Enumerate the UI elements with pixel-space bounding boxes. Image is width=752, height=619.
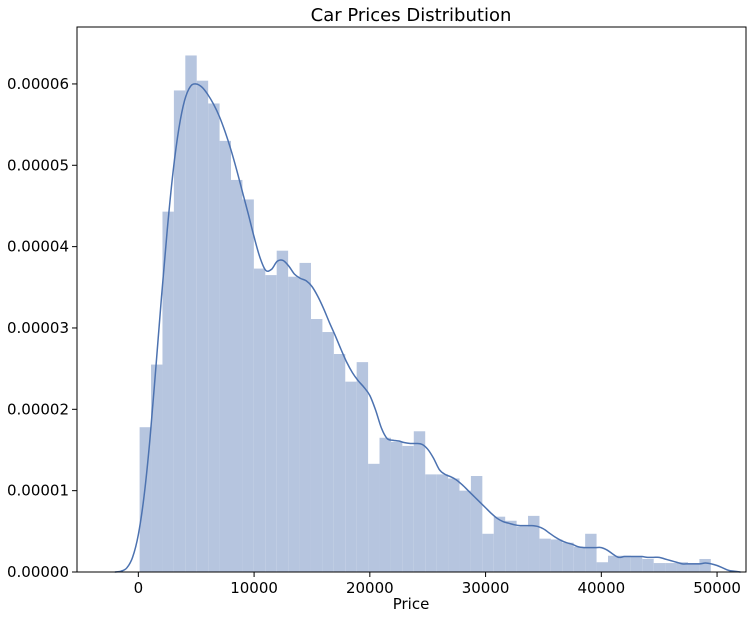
histogram-bar xyxy=(345,381,357,572)
histogram-bar xyxy=(528,515,540,572)
x-tick-label: 10000 xyxy=(230,579,278,597)
x-tick-label: 50000 xyxy=(693,579,741,597)
histogram-bar xyxy=(333,354,346,572)
histogram-bar xyxy=(425,474,437,572)
y-tick-label: 0.00004 xyxy=(7,238,69,256)
histogram-bar xyxy=(608,555,620,572)
histogram-bar xyxy=(162,211,174,572)
y-axis: 0.00000 0.00001 0.00002 0.00003 0.00004 0.000… xyxy=(7,75,77,581)
plot-frame xyxy=(76,26,747,573)
histogram-bar xyxy=(368,463,380,572)
histogram-bar xyxy=(505,520,517,572)
histogram-bar xyxy=(482,533,494,572)
histogram-bar xyxy=(436,474,449,572)
histogram-bar xyxy=(356,362,369,572)
histogram-bar xyxy=(276,250,289,572)
histogram-bar xyxy=(516,526,529,572)
histogram-bar xyxy=(573,546,586,572)
x-tick-label: 0 xyxy=(134,579,144,597)
histogram-bar xyxy=(379,437,391,572)
histogram-bar xyxy=(562,542,574,572)
histogram-bar xyxy=(459,490,471,572)
x-tick-label: 30000 xyxy=(462,579,510,597)
histogram-bar xyxy=(676,562,688,572)
histogram-bar xyxy=(665,563,677,572)
histogram-bar xyxy=(208,103,220,573)
x-tick-label: 20000 xyxy=(346,579,394,597)
y-tick-label: 0.00001 xyxy=(7,482,69,500)
histogram-bar xyxy=(185,55,197,573)
histogram-bar xyxy=(619,555,631,572)
histogram-bar xyxy=(448,478,460,572)
histogram-bar xyxy=(299,262,311,572)
y-tick-label: 0.00002 xyxy=(7,400,69,418)
histogram-bar xyxy=(470,476,483,572)
y-tick-label: 0.00006 xyxy=(7,75,69,93)
kde-curve xyxy=(114,83,741,573)
histogram-bar xyxy=(288,276,300,572)
histogram-bar xyxy=(585,533,597,572)
histogram-bar xyxy=(196,80,209,572)
histogram-bar xyxy=(687,563,700,572)
x-axis-label: Price xyxy=(393,595,430,613)
histogram-bar xyxy=(151,364,163,572)
chart-title: Car Prices Distribution xyxy=(311,5,512,26)
histogram-bar xyxy=(493,516,506,572)
x-tick-label: 40000 xyxy=(577,579,625,597)
histogram-bar xyxy=(390,441,403,572)
histogram-bar xyxy=(242,199,254,572)
histogram-bar xyxy=(265,275,277,572)
histogram-bar xyxy=(630,556,643,572)
y-tick-label: 0.00000 xyxy=(7,563,69,581)
histogram-bars xyxy=(139,55,711,573)
histogram-bar xyxy=(539,538,551,572)
histogram-bar xyxy=(139,427,152,572)
histogram-bar xyxy=(596,562,608,572)
histogram-bar xyxy=(173,90,186,572)
histogram-bar xyxy=(231,179,243,572)
histogram-bar xyxy=(219,140,231,572)
histogram-bar xyxy=(699,558,711,572)
histogram-bar xyxy=(253,268,266,572)
histogram-bar xyxy=(550,539,563,572)
histogram-bar xyxy=(653,563,666,572)
density-line xyxy=(114,83,741,573)
histogram-bar xyxy=(642,558,654,572)
y-tick-label: 0.00003 xyxy=(7,319,69,337)
x-axis: 0 10000 20000 30000 40000 50000 xyxy=(134,572,741,597)
histogram-bar xyxy=(413,431,426,572)
y-tick-label: 0.00005 xyxy=(7,156,69,174)
histogram-bar xyxy=(310,319,323,572)
histogram-bar xyxy=(402,445,414,572)
histogram-bar xyxy=(322,332,334,572)
